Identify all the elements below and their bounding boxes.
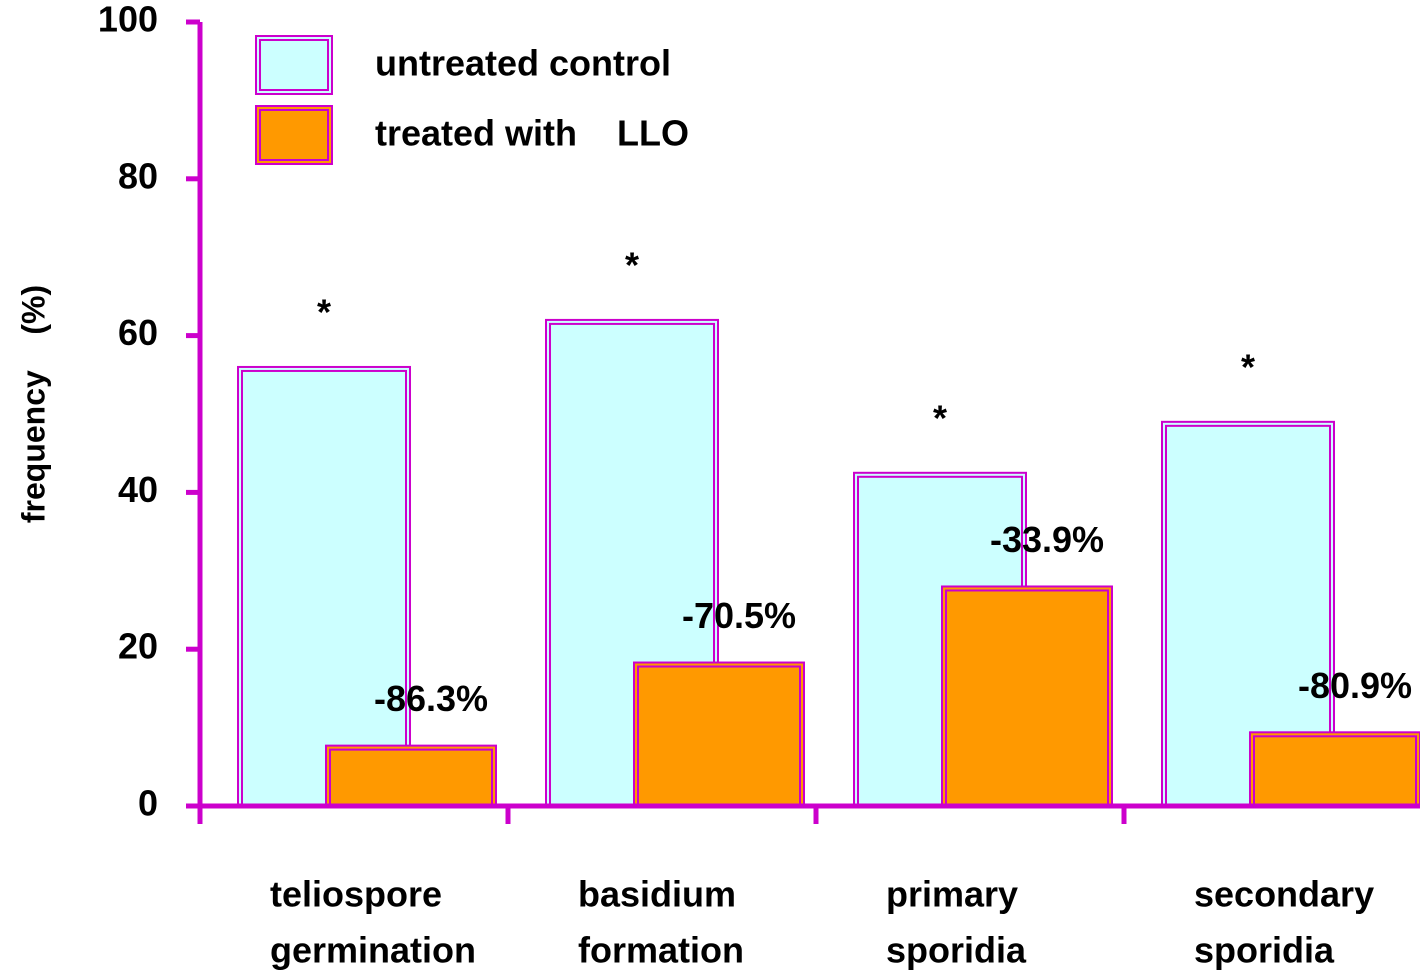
x-tick-label: germination — [270, 930, 476, 971]
y-tick-label: 0 — [138, 783, 158, 824]
significance-mark: * — [317, 291, 331, 332]
legend-swatch — [255, 35, 333, 95]
x-tick-label: teliospore — [270, 874, 442, 915]
legend-label: treated with LLO — [375, 113, 689, 154]
x-tick-label: basidium — [578, 874, 736, 915]
y-tick-label: 40 — [118, 469, 158, 510]
legend-swatch-border — [259, 39, 329, 91]
x-tick-label: primary — [886, 874, 1018, 915]
y-tick-label: 100 — [98, 0, 158, 40]
significance-mark: * — [625, 244, 639, 285]
bar — [633, 661, 805, 808]
x-tick-label: secondary — [1194, 874, 1374, 915]
change-label: -70.5% — [682, 595, 796, 636]
legend-swatch — [255, 105, 333, 165]
significance-mark: * — [1241, 346, 1255, 387]
y-tick-label: 20 — [118, 626, 158, 667]
y-tick-label: 80 — [118, 155, 158, 196]
x-tick-label: formation — [578, 930, 744, 971]
x-tick-label: sporidia — [886, 930, 1027, 971]
y-axis-label: frequency (%) — [15, 285, 51, 523]
bar — [941, 585, 1113, 807]
change-label: -86.3% — [374, 678, 488, 719]
bar — [1249, 731, 1420, 808]
change-label: -80.9% — [1298, 665, 1412, 706]
x-tick-label: sporidia — [1194, 930, 1335, 971]
change-label: -33.9% — [990, 519, 1104, 560]
legend-swatch-border — [259, 109, 329, 161]
legend-label: untreated control — [375, 43, 671, 84]
significance-mark: * — [933, 397, 947, 438]
bar — [325, 744, 497, 808]
y-tick-label: 60 — [118, 312, 158, 353]
bar — [237, 365, 411, 807]
